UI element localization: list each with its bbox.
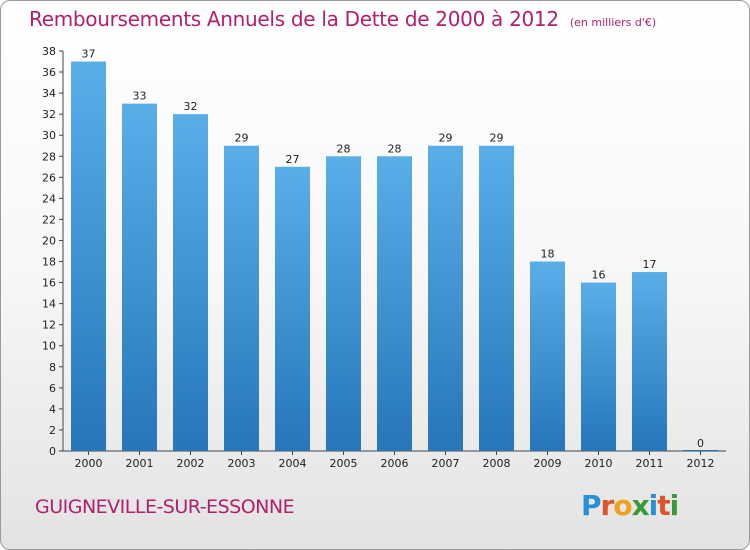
y-tick-label: 16: [42, 277, 56, 290]
bar-2001: [122, 103, 157, 451]
x-tick-label: 2002: [177, 457, 205, 470]
data-label-2007: 29: [439, 132, 453, 145]
data-label-2003: 29: [235, 132, 249, 145]
y-tick-label: 4: [49, 403, 56, 416]
x-tick-label: 2001: [126, 457, 154, 470]
x-tick-label: 2009: [534, 457, 562, 470]
title-row: Remboursements Annuels de la Dette de 20…: [29, 7, 656, 37]
logo-letter: r: [600, 489, 615, 522]
data-label-2010: 16: [592, 269, 606, 282]
logo-letter: t: [657, 489, 670, 522]
y-tick-label: 0: [49, 445, 56, 458]
x-tick-label: 2006: [381, 457, 409, 470]
x-tick-label: 2012: [687, 457, 715, 470]
x-tick-label: 2011: [636, 457, 664, 470]
y-tick-label: 18: [42, 256, 56, 269]
bars: [71, 61, 718, 452]
y-tick-label: 22: [42, 213, 56, 226]
y-tick-label: 8: [49, 361, 56, 374]
y-tick-label: 32: [42, 108, 56, 121]
data-label-2005: 28: [337, 142, 351, 155]
y-tick-label: 14: [42, 298, 56, 311]
logo-letter: i: [669, 489, 680, 522]
y-tick-label: 28: [42, 150, 56, 163]
data-label-2012: 0: [697, 437, 704, 450]
unit-note: (en milliers d'€): [569, 16, 657, 29]
logo-letter: o: [613, 489, 632, 522]
bar-2008: [479, 145, 514, 451]
x-axis: 2000 2001 2002 2003 2004 2005 2006 2007 2008 2009…: [63, 450, 726, 470]
data-label-2001: 33: [133, 90, 147, 103]
y-tick-label: 30: [42, 129, 56, 142]
y-tick-label: 26: [42, 171, 56, 184]
data-label-2009: 18: [541, 248, 555, 261]
commune-name: GUIGNEVILLE-SUR-ESSONNE: [35, 496, 295, 518]
bar-2006: [377, 156, 412, 451]
x-tick-label: 2000: [75, 457, 103, 470]
x-tick-label: 2010: [585, 457, 613, 470]
y-tick-label: 12: [42, 319, 56, 332]
data-labels: 37 33 32 29 27 28 28 29 29 18 16 17 0: [82, 48, 705, 450]
y-tick-label: 6: [49, 382, 56, 395]
bar-2003: [224, 145, 259, 451]
x-tick-label: 2007: [432, 457, 460, 470]
y-tick-label: 10: [42, 340, 56, 353]
x-tick-label: 2005: [330, 457, 358, 470]
y-tick-label: 20: [42, 234, 56, 247]
y-tick-label: 38: [42, 45, 56, 58]
chart-title: Remboursements Annuels de la Dette de 20…: [29, 7, 559, 31]
data-label-2004: 27: [286, 153, 300, 166]
bar-2000: [71, 61, 106, 452]
data-label-2002: 32: [184, 100, 198, 113]
data-label-2011: 17: [643, 258, 657, 271]
logo-letter: P: [581, 489, 602, 522]
data-label-2000: 37: [82, 48, 96, 61]
bar-2009: [530, 261, 565, 451]
logo-letter: i: [648, 489, 659, 522]
y-tick-label: 34: [42, 87, 56, 100]
data-label-2006: 28: [388, 142, 402, 155]
proxiti-logo[interactable]: Proxiti: [581, 489, 680, 522]
y-tick-label: 24: [42, 192, 56, 205]
logo-letter: x: [631, 489, 650, 522]
bar-2005: [326, 156, 361, 451]
bar-2002: [173, 114, 208, 451]
y-tick-label: 2: [49, 424, 56, 437]
bar-2011: [632, 272, 667, 451]
bar-2007: [428, 145, 463, 451]
data-label-2008: 29: [490, 132, 504, 145]
x-tick-label: 2004: [279, 457, 307, 470]
y-tick-label: 36: [42, 66, 56, 79]
bar-2010: [581, 282, 616, 451]
x-tick-label: 2008: [483, 457, 511, 470]
x-tick-label: 2003: [228, 457, 256, 470]
bar-2004: [275, 166, 310, 451]
